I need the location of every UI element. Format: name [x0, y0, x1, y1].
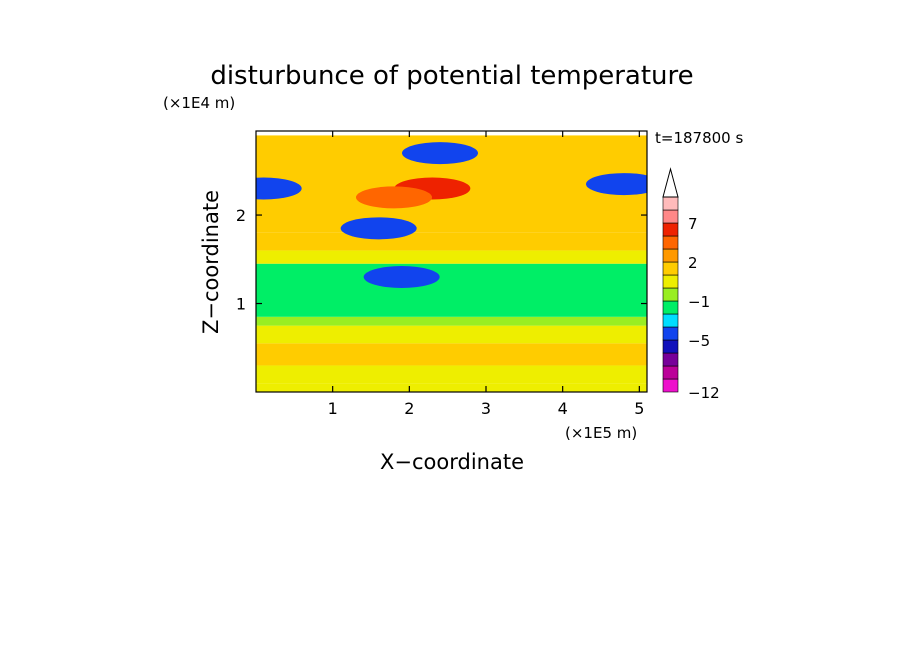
x-axis-label: X−coordinate	[380, 450, 524, 474]
y-axis-label: Z−coordinate	[199, 190, 223, 334]
colorbar-tick-label: −1	[688, 293, 710, 311]
contour-band	[256, 232, 647, 251]
colorbar-segment	[662, 300, 679, 315]
colorbar-segment	[662, 235, 679, 250]
colorbar-tick-label: −5	[688, 332, 710, 350]
colorbar-segment	[662, 326, 679, 341]
contour-feature	[402, 142, 478, 165]
contour-band	[256, 316, 647, 326]
colorbar: −12−5−127	[662, 167, 720, 402]
colorbar-segment	[662, 287, 679, 302]
colorbar-segment	[662, 261, 679, 276]
chart-title: disturbunce of potential temperature	[210, 61, 693, 91]
contour-band	[256, 383, 647, 392]
colorbar-segment	[662, 339, 679, 354]
colorbar-segment	[662, 378, 679, 393]
y-axis: 12	[236, 206, 647, 314]
contour-feature	[356, 186, 432, 209]
x-tick-label: 4	[558, 399, 568, 418]
colorbar-segment	[662, 313, 679, 328]
x-tick-label: 2	[404, 399, 414, 418]
contour-band	[256, 263, 647, 317]
x-scale-label: (×1E5 m)	[565, 424, 637, 442]
plot-frame	[255, 130, 648, 393]
x-axis: 1 2 3 4 5	[328, 131, 644, 418]
x-tick-label: 3	[481, 399, 491, 418]
colorbar-tick-label: 7	[688, 215, 698, 233]
y-tick-label: 1	[236, 295, 246, 314]
contour-band	[256, 343, 647, 366]
contour-field	[256, 135, 647, 392]
colorbar-segment	[662, 196, 679, 211]
contour-band	[256, 250, 647, 264]
contour-feature	[586, 173, 647, 196]
colorbar-segment	[662, 222, 679, 237]
colorbar-tick-label: −12	[688, 384, 720, 402]
colorbar-tick-label: 2	[688, 254, 698, 272]
contour-feature	[256, 177, 302, 200]
contour-feature	[340, 217, 417, 240]
y-tick-label: 2	[236, 206, 246, 225]
contour-band	[256, 325, 647, 344]
colorbar-segment	[662, 209, 679, 224]
time-label: t=187800 s	[655, 129, 743, 147]
x-tick-label: 1	[328, 399, 338, 418]
contour-band	[256, 365, 647, 384]
colorbar-segment	[662, 248, 679, 263]
colorbar-segment	[662, 274, 679, 289]
colorbar-extend-arrow	[662, 167, 679, 198]
contour-feature	[363, 265, 440, 288]
colorbar-segment	[662, 352, 679, 367]
x-tick-label: 5	[634, 399, 644, 418]
colorbar-segment	[662, 365, 679, 380]
y-scale-label: (×1E4 m)	[163, 94, 235, 112]
plot-area	[255, 130, 648, 393]
